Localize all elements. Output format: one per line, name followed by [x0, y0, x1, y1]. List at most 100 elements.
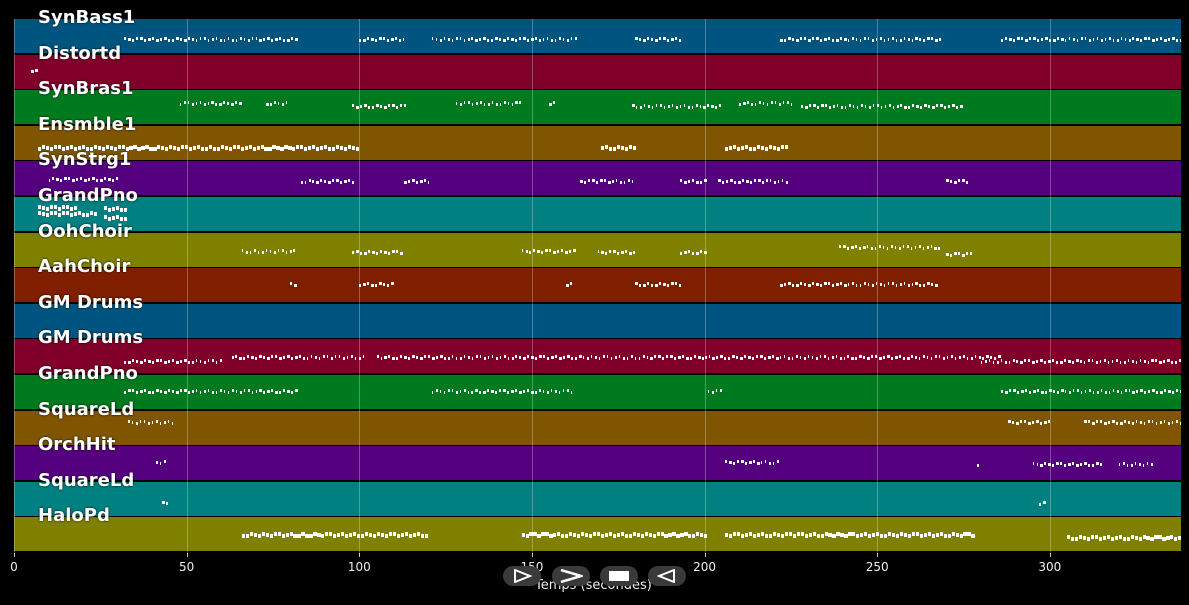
note	[1127, 358, 1130, 362]
note	[1005, 36, 1007, 40]
note	[38, 147, 42, 152]
note	[247, 38, 251, 42]
note	[663, 36, 666, 40]
note	[50, 147, 54, 152]
note	[920, 106, 922, 110]
note	[754, 103, 757, 107]
note	[1036, 463, 1038, 467]
note	[875, 282, 878, 286]
note	[1136, 390, 1138, 394]
note	[46, 146, 50, 151]
note	[550, 38, 554, 42]
note	[140, 390, 143, 394]
note	[519, 391, 522, 395]
note	[772, 146, 777, 151]
note	[880, 106, 883, 110]
note	[764, 147, 769, 152]
note	[762, 181, 764, 185]
note	[720, 355, 723, 359]
note	[1000, 358, 1003, 362]
note	[570, 282, 572, 286]
note	[931, 283, 933, 287]
note	[934, 355, 938, 359]
note	[562, 37, 565, 41]
note	[574, 36, 578, 40]
note	[1048, 359, 1051, 363]
note	[199, 359, 202, 363]
tick-label: 250	[865, 560, 889, 574]
note	[1107, 360, 1110, 364]
note	[392, 104, 395, 108]
note	[851, 282, 855, 286]
note	[281, 248, 285, 252]
note	[1123, 360, 1127, 364]
note	[960, 105, 963, 109]
note	[553, 101, 555, 105]
stop-button[interactable]	[600, 566, 638, 586]
note	[628, 533, 632, 538]
note	[780, 145, 785, 150]
note	[915, 531, 920, 536]
note	[148, 359, 151, 363]
note	[729, 533, 733, 538]
note	[355, 147, 359, 152]
note	[1080, 36, 1084, 40]
note	[792, 533, 796, 538]
note	[65, 146, 70, 151]
note	[820, 38, 822, 42]
note	[1092, 421, 1095, 425]
note	[384, 106, 387, 110]
next-button[interactable]	[552, 566, 590, 586]
note	[1020, 419, 1022, 423]
note	[408, 533, 412, 538]
note	[875, 355, 877, 359]
note	[952, 104, 955, 108]
note	[700, 250, 702, 254]
note	[1001, 390, 1003, 394]
note	[479, 355, 482, 359]
stop-icon	[609, 571, 629, 581]
note	[73, 205, 78, 210]
note	[615, 179, 618, 183]
note	[616, 145, 621, 150]
note	[836, 104, 839, 108]
note	[163, 460, 166, 464]
note	[511, 37, 514, 41]
note	[1092, 464, 1094, 468]
note	[264, 147, 268, 152]
tick-mark	[359, 553, 361, 557]
play-button[interactable]	[503, 566, 541, 586]
note	[623, 181, 626, 185]
note	[391, 282, 394, 286]
note	[549, 248, 551, 252]
note	[269, 249, 272, 253]
note	[651, 37, 653, 41]
note	[124, 36, 126, 40]
note	[938, 247, 940, 251]
rewind-button[interactable]	[648, 566, 686, 586]
note	[1049, 38, 1051, 42]
note	[275, 355, 277, 359]
note	[1134, 536, 1138, 541]
note	[561, 533, 565, 538]
note	[1056, 462, 1059, 466]
note	[647, 282, 649, 286]
note	[73, 147, 78, 152]
track-label: Distortd	[38, 42, 122, 64]
note	[136, 391, 138, 395]
note	[176, 36, 179, 40]
note	[931, 36, 933, 40]
note	[115, 206, 119, 211]
note	[228, 147, 232, 152]
note	[164, 391, 167, 395]
note	[357, 533, 361, 538]
note	[832, 284, 834, 288]
note	[301, 531, 305, 536]
note	[765, 179, 769, 183]
note	[177, 147, 181, 152]
note	[1088, 389, 1092, 393]
note	[337, 532, 341, 537]
note	[757, 462, 760, 466]
note	[879, 36, 883, 40]
note	[760, 355, 763, 359]
